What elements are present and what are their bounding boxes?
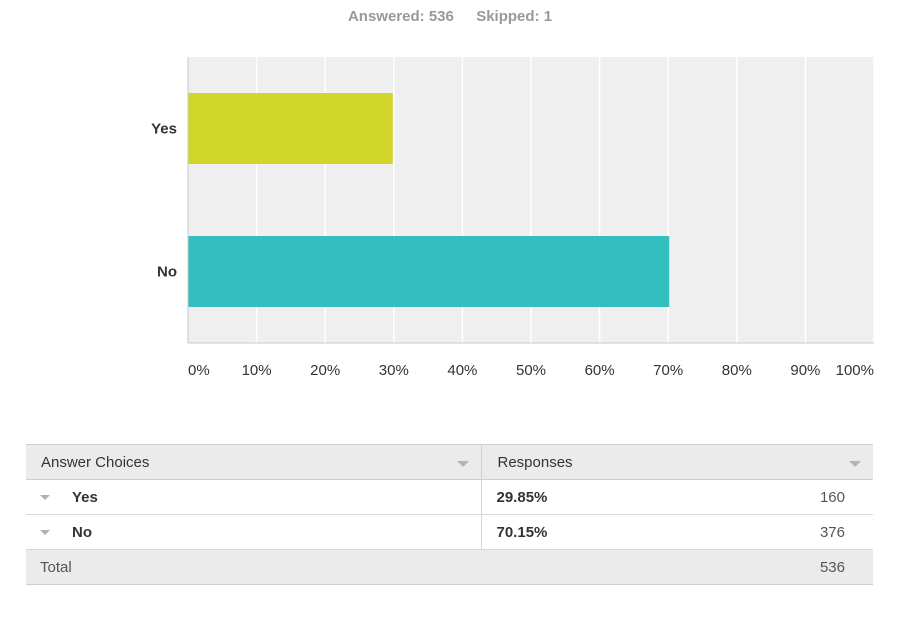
x-tick-label: 20% — [310, 362, 340, 379]
response-percent: 70.15% — [496, 524, 548, 541]
table-row: Yes 29.85% 160 — [26, 479, 873, 515]
response-cell: 70.15% 376 — [481, 514, 873, 550]
x-tick-label: 100% — [836, 362, 874, 379]
response-summary: Answered: 536 Skipped: 1 — [0, 8, 900, 25]
expand-arrow-icon[interactable] — [40, 495, 50, 501]
x-tick-label: 30% — [379, 362, 409, 379]
skipped-count: 1 — [543, 8, 553, 25]
category-label: Yes — [151, 121, 177, 138]
table-row: No 70.15% 376 — [26, 514, 873, 550]
choice-cell: Yes — [26, 479, 482, 515]
response-percent: 29.85% — [496, 489, 548, 506]
total-cell: 536 — [481, 549, 873, 585]
answer-choices-header[interactable]: Answer Choices — [26, 444, 482, 480]
x-tick-label: 10% — [242, 362, 272, 379]
x-tick-label: 60% — [585, 362, 615, 379]
sort-arrow-icon[interactable] — [849, 461, 861, 467]
total-label: Total — [26, 549, 481, 585]
x-tick-label: 90% — [790, 362, 820, 379]
answer-choices-header-label: Answer Choices — [41, 453, 150, 471]
responses-header-label: Responses — [497, 453, 573, 471]
category-label: No — [157, 264, 177, 281]
total-count: 536 — [819, 559, 845, 576]
bar-no — [188, 236, 670, 307]
response-count: 376 — [819, 524, 845, 541]
response-cell: 29.85% 160 — [481, 479, 873, 515]
x-tick-label: 70% — [653, 362, 683, 379]
total-row: Total 536 — [26, 549, 873, 585]
answered-count: 536 — [428, 8, 454, 25]
expand-arrow-icon[interactable] — [40, 530, 50, 536]
x-tick-label: 80% — [722, 362, 752, 379]
responses-header[interactable]: Responses — [481, 444, 873, 480]
responses-table: Answer Choices Responses Yes 29.85% 160 … — [26, 444, 873, 585]
choice-label: No — [72, 523, 92, 541]
x-tick-label: 50% — [516, 362, 546, 379]
skipped-label: Skipped: — [476, 8, 540, 25]
bar-chart: 0% 10% 20% 30% 40% 50% 60% 70% 80% 90% 100% Yes No — [151, 57, 875, 379]
answered-label: Answered: — [347, 8, 425, 25]
bar-yes — [188, 93, 393, 164]
table-header-row: Answer Choices Responses — [26, 444, 873, 480]
x-tick-label: 40% — [447, 362, 477, 379]
choice-cell: No — [26, 514, 482, 550]
choice-label: Yes — [72, 488, 98, 506]
response-count: 160 — [819, 489, 845, 506]
sort-arrow-icon[interactable] — [456, 461, 469, 467]
x-tick-label: 0% — [188, 362, 210, 379]
